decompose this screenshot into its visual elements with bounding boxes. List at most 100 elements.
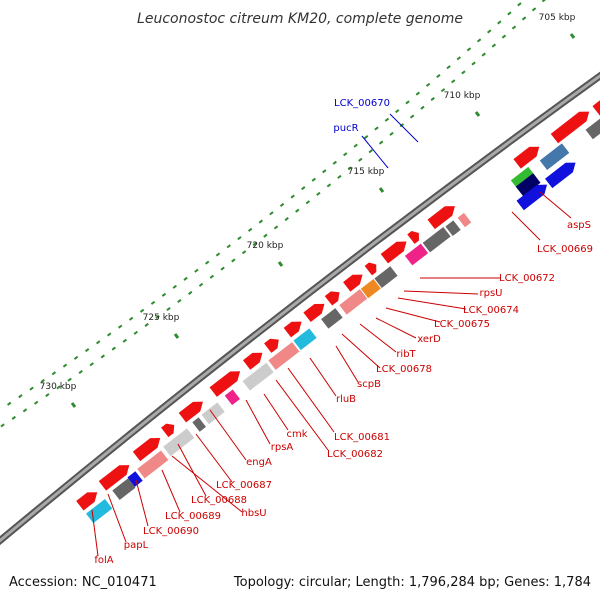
- gene-feature: [457, 212, 472, 228]
- tick-dot: [198, 282, 204, 287]
- tick-dot: [247, 227, 253, 232]
- tick-dot: [188, 290, 193, 295]
- tick-dot: [363, 135, 369, 140]
- tick-dot: [51, 371, 57, 376]
- label-leader: [511, 211, 541, 241]
- tick-dot: [322, 169, 327, 174]
- gene-label: LCK_00670: [334, 98, 390, 109]
- tick-dot: [420, 105, 425, 110]
- gene-feature: [132, 438, 161, 462]
- tick-dot: [461, 70, 466, 75]
- tick-dot: [531, 7, 537, 12]
- gene-feature: [163, 428, 195, 457]
- gene-label: LCK_00669: [537, 244, 593, 255]
- gene-feature: [364, 262, 377, 276]
- gene-feature: [192, 417, 206, 432]
- gene-label: pucR: [333, 123, 358, 134]
- tick-label: 730 kbp: [40, 382, 77, 392]
- major-tick: [70, 402, 77, 408]
- tick-dot: [252, 241, 257, 246]
- tick-label: 725 kbp: [143, 313, 180, 323]
- gene-label: LCK_00689: [165, 511, 221, 522]
- tick-dot: [226, 244, 231, 249]
- label-leader: [341, 333, 381, 369]
- tick-dot: [425, 82, 431, 87]
- gene-feature: [98, 465, 130, 491]
- tick-dot: [34, 400, 39, 405]
- gene-feature: [516, 184, 548, 211]
- label-leader: [195, 433, 233, 483]
- gene-feature: [209, 371, 241, 397]
- tick-label: 705 kbp: [539, 13, 576, 23]
- gene-feature: [201, 402, 225, 425]
- tick-dot: [29, 386, 34, 391]
- gene-feature: [283, 321, 302, 338]
- major-tick: [474, 111, 481, 117]
- tick-dot: [446, 65, 451, 70]
- label-leader: [135, 479, 149, 527]
- backbone-track: [0, 71, 600, 546]
- tick-dot: [237, 236, 242, 241]
- tick-dot: [378, 140, 384, 145]
- gene-label: LCK_00678: [376, 364, 432, 375]
- tick-dot: [368, 149, 373, 154]
- tick-dot: [78, 369, 83, 375]
- tick-dot: [133, 330, 138, 335]
- tick-dot: [0, 423, 5, 428]
- gene-feature: [161, 423, 175, 438]
- label-leader: [91, 509, 99, 557]
- major-tick: [378, 187, 385, 193]
- tick-dot: [45, 393, 50, 398]
- gene-label: aspS: [567, 220, 591, 231]
- gene-label: folA: [94, 555, 113, 566]
- tick-dot: [89, 362, 94, 367]
- tick-dot: [11, 415, 16, 420]
- label-leader: [177, 443, 207, 497]
- tick-dot: [507, 11, 512, 16]
- tick-dot: [511, 25, 517, 30]
- tick-dot: [40, 378, 45, 383]
- tick-dot: [172, 284, 177, 289]
- tick-dot: [95, 340, 101, 345]
- tick-dot: [358, 157, 363, 162]
- map-title: Leuconostoc citreum KM20, complete genom…: [137, 11, 463, 27]
- tick-dot: [284, 217, 289, 222]
- gene-feature: [268, 342, 300, 370]
- gene-label: rluB: [336, 394, 356, 405]
- tick-label: 715 kbp: [348, 167, 385, 177]
- gene-feature: [513, 146, 540, 169]
- tick-label: 720 kbp: [247, 241, 284, 251]
- gene-feature: [585, 117, 600, 140]
- tick-dot: [290, 194, 295, 199]
- tick-dot: [139, 308, 145, 313]
- tick-dot: [215, 252, 221, 257]
- gene-feature: [76, 492, 98, 511]
- gene-label: ribT: [396, 349, 416, 360]
- tick-dot: [440, 88, 446, 93]
- label-leader: [403, 290, 479, 295]
- tick-dot: [220, 266, 225, 271]
- gene-feature: [592, 86, 600, 116]
- gene-label: LCK_00690: [143, 526, 199, 537]
- gene-feature: [293, 328, 317, 351]
- tick-dot: [161, 292, 167, 297]
- gene-label: LCK_00681: [334, 432, 390, 443]
- label-leader: [539, 191, 572, 219]
- backbone-inner: [0, 74, 600, 543]
- tick-dot: [337, 174, 342, 179]
- tick-dot: [481, 52, 486, 57]
- gene-label: papL: [124, 540, 149, 551]
- gene-feature: [445, 220, 461, 236]
- gene-feature: [539, 143, 570, 171]
- tick-dot: [177, 298, 182, 304]
- tick-dot: [231, 258, 236, 263]
- tick-dot: [111, 346, 117, 351]
- gene-label: xerD: [417, 334, 441, 345]
- label-leader: [263, 393, 289, 431]
- tick-dot: [491, 43, 497, 48]
- gene-label: LCK_00674: [463, 305, 519, 316]
- tick-dot: [347, 166, 353, 171]
- tick-dot: [415, 91, 421, 96]
- accession-text: Accession: NC_010471: [9, 575, 157, 590]
- tick-dot: [128, 316, 134, 321]
